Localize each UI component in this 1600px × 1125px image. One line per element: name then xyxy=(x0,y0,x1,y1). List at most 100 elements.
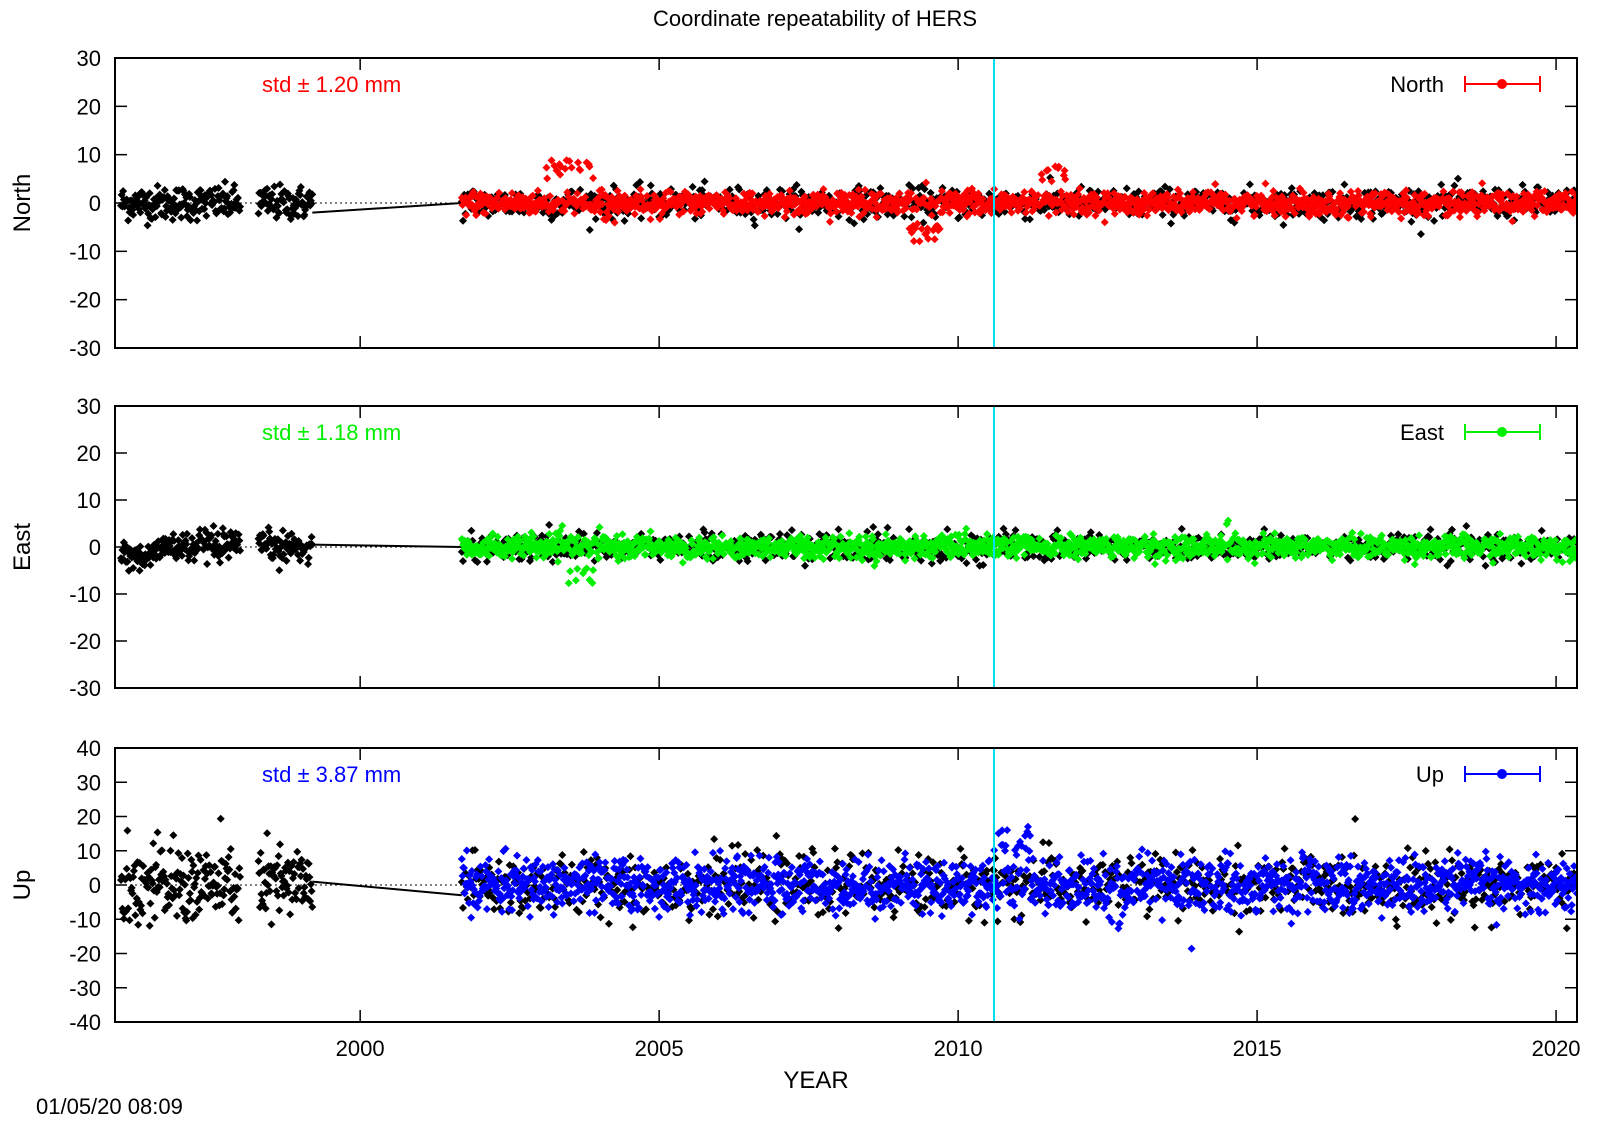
data-point xyxy=(1454,175,1462,183)
data-point xyxy=(572,576,580,584)
data-point xyxy=(647,182,655,190)
data-point xyxy=(193,217,201,225)
x-axis-label: YEAR xyxy=(783,1067,848,1094)
data-point xyxy=(203,560,211,568)
data-point xyxy=(1026,215,1034,223)
data-point xyxy=(788,526,796,534)
y-tick-label: -10 xyxy=(69,582,101,607)
data-point xyxy=(931,235,939,243)
data-point xyxy=(545,521,553,529)
data-point xyxy=(565,579,573,587)
data-point xyxy=(1159,211,1167,219)
plot-area xyxy=(115,517,1581,587)
data-point xyxy=(1211,180,1219,188)
y-tick-label: 10 xyxy=(77,143,101,168)
data-point xyxy=(219,524,227,532)
data-point xyxy=(542,164,550,172)
y-tick-label: -20 xyxy=(69,629,101,654)
data-point xyxy=(543,174,551,182)
data-point xyxy=(202,212,210,220)
data-point xyxy=(144,221,152,229)
data-point xyxy=(1538,527,1546,535)
data-point xyxy=(177,214,185,222)
data-point xyxy=(750,216,758,224)
data-point xyxy=(1038,176,1046,184)
data-point xyxy=(907,213,915,221)
data-point xyxy=(701,178,709,186)
data-point xyxy=(305,554,313,562)
timestamp: 01/05/20 08:09 xyxy=(36,1094,183,1119)
data-point xyxy=(869,523,877,531)
data-point xyxy=(647,527,655,535)
y-tick-label: 10 xyxy=(77,488,101,513)
data-point xyxy=(884,524,892,532)
data-point xyxy=(826,218,834,226)
data-point xyxy=(554,558,562,566)
data-point xyxy=(801,562,809,570)
data-point xyxy=(905,525,913,533)
data-point xyxy=(221,178,229,186)
data-point xyxy=(919,219,927,227)
y-axis-label: North xyxy=(9,174,36,233)
data-point xyxy=(1430,217,1438,225)
data-point xyxy=(1261,180,1269,188)
plot-area xyxy=(115,156,1581,245)
data-point xyxy=(679,559,687,567)
data-point xyxy=(943,525,951,533)
data-point xyxy=(1279,221,1287,229)
data-point xyxy=(275,566,283,574)
data-point xyxy=(1519,181,1527,189)
data-point xyxy=(835,525,843,533)
data-point xyxy=(1478,179,1486,187)
data-point xyxy=(619,530,627,538)
data-point xyxy=(642,551,650,559)
data-point xyxy=(230,181,238,189)
std-label: std ± 1.20 mm xyxy=(262,72,401,97)
data-point xyxy=(1482,562,1490,570)
data-point xyxy=(279,526,287,534)
data-point xyxy=(689,183,697,191)
data-point xyxy=(459,557,467,565)
data-point xyxy=(255,210,263,218)
y-tick-label: 0 xyxy=(89,191,101,216)
data-point xyxy=(124,217,132,225)
y-axis-label: East xyxy=(9,523,36,571)
data-point xyxy=(620,217,628,225)
data-point xyxy=(1340,181,1348,189)
data-point xyxy=(1407,218,1415,226)
data-point xyxy=(637,214,645,222)
data-point xyxy=(1427,526,1435,534)
y-tick-label: 20 xyxy=(77,441,101,466)
legend-label: North xyxy=(1390,72,1444,97)
data-point xyxy=(1167,219,1175,227)
data-point xyxy=(1151,560,1159,568)
y-tick-label: -10 xyxy=(69,239,101,264)
data-point xyxy=(304,560,312,568)
data-point xyxy=(776,530,784,538)
data-point xyxy=(1462,522,1470,530)
gap-line xyxy=(312,545,461,547)
data-point xyxy=(882,530,890,538)
data-point xyxy=(586,226,594,234)
data-point xyxy=(1437,181,1445,189)
data-point xyxy=(1417,230,1425,238)
data-point xyxy=(568,164,576,172)
data-point xyxy=(210,522,218,530)
data-point xyxy=(225,554,233,562)
data-point xyxy=(467,527,475,535)
data-point xyxy=(916,237,924,245)
data-point xyxy=(900,212,908,220)
data-point xyxy=(592,215,600,223)
data-point xyxy=(1178,525,1186,533)
y-tick-label: -30 xyxy=(69,676,101,701)
data-point xyxy=(566,567,574,575)
data-point xyxy=(169,530,177,538)
data-point xyxy=(589,566,597,574)
data-point xyxy=(1150,530,1158,538)
data-point xyxy=(154,182,162,190)
data-point xyxy=(751,221,759,229)
data-point xyxy=(1246,180,1254,188)
